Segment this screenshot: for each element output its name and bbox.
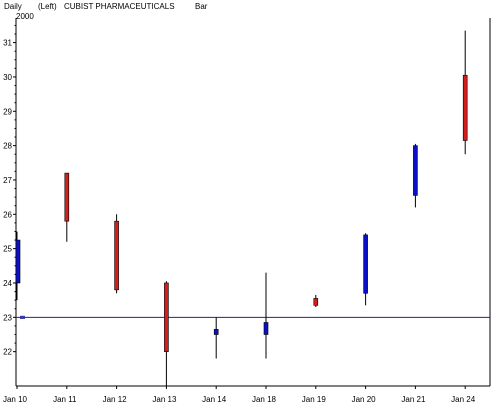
candle-jan-13 xyxy=(164,281,169,386)
candle-body xyxy=(15,239,21,284)
y-tick-label: 24 xyxy=(3,279,12,288)
plot-frame xyxy=(15,18,491,387)
y-tick-label: 23 xyxy=(3,313,12,322)
x-tick-label: Jan 10 xyxy=(3,395,28,404)
y-tick-label: 30 xyxy=(3,73,12,82)
candle-body xyxy=(462,74,468,141)
x-axis: Jan 10 Jan 11 Jan 12 Jan 13 Jan 14 Jan 18 Jan … xyxy=(3,386,476,404)
y-tick-label: 31 xyxy=(3,39,12,48)
x-tick-label: Jan 20 xyxy=(352,395,377,404)
x-tick-label: Jan 13 xyxy=(152,395,177,404)
y-tick-label: 28 xyxy=(3,142,12,151)
candle-jan-11 xyxy=(64,172,70,242)
x-tick-label: Jan 18 xyxy=(252,395,277,404)
period-label: Daily xyxy=(4,2,22,11)
candle-jan-12 xyxy=(114,214,119,294)
y-tick-label: 29 xyxy=(3,107,12,116)
candle-body xyxy=(114,220,119,291)
year-label: 2000 xyxy=(16,12,34,21)
y-tick-label: 25 xyxy=(3,245,12,254)
y-axis: 22 23 24 25 26 27 28 29 30 31 xyxy=(3,24,16,357)
y-tick-label: 26 xyxy=(3,210,12,219)
candle-jan-24 xyxy=(462,30,468,155)
candle-jan-14 xyxy=(213,317,219,359)
symbol-name: CUBIST PHARMACEUTICALS xyxy=(64,2,175,11)
x-tick-label: Jan 12 xyxy=(103,395,128,404)
candle-body xyxy=(213,329,219,335)
candle-body xyxy=(313,298,319,306)
candle-body xyxy=(363,234,368,294)
y-tick-label: 22 xyxy=(3,348,12,357)
reference-line-layer xyxy=(16,315,490,319)
candle-jan-20 xyxy=(363,233,368,306)
candle-body xyxy=(64,172,70,222)
candle-body xyxy=(164,282,169,352)
x-tick-label: Jan 21 xyxy=(401,395,426,404)
chart-style-label: Bar xyxy=(195,2,208,11)
y-tick-label: 27 xyxy=(3,176,12,185)
candle-body xyxy=(413,145,418,196)
candle-body xyxy=(263,322,269,335)
axis-side-label: (Left) xyxy=(38,2,57,11)
x-tick-label: Jan 11 xyxy=(53,395,77,404)
x-tick-label: Jan 19 xyxy=(302,395,327,404)
candle-jan-10 xyxy=(15,231,21,301)
x-tick-label: Jan 14 xyxy=(202,395,227,404)
candle-jan-21 xyxy=(413,143,418,208)
candle-jan-19 xyxy=(313,295,319,308)
candle-layer xyxy=(15,30,468,386)
x-tick-label: Jan 24 xyxy=(451,395,476,404)
candle-jan-18 xyxy=(263,272,269,359)
